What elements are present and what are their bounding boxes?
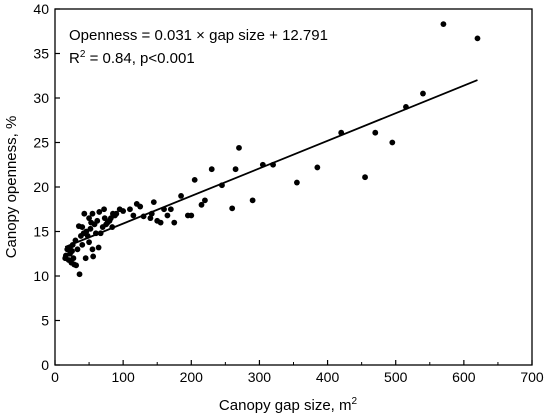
data-point: [79, 224, 86, 230]
data-point: [101, 215, 108, 222]
data-point: [87, 225, 94, 232]
x-tick-label: 500: [384, 369, 408, 385]
data-point: [95, 244, 102, 251]
data-point: [97, 230, 104, 237]
data-point: [147, 215, 154, 222]
x-tick-label: 100: [111, 369, 135, 385]
r-squared-value: = 0.84, p<0.001: [85, 50, 194, 67]
data-point: [178, 193, 184, 199]
y-axis-ticks: 0 5 10 15 20 25 30 35 40: [33, 1, 60, 373]
data-point: [82, 255, 89, 262]
data-point: [76, 271, 83, 278]
x-tick-label: 400: [316, 369, 340, 385]
data-point: [167, 206, 174, 213]
data-point: [372, 129, 379, 136]
data-point: [150, 199, 157, 206]
data-point: [389, 139, 396, 146]
data-point: [137, 203, 144, 210]
data-points: [62, 21, 481, 278]
data-point: [130, 212, 137, 219]
y-tick-label: 10: [33, 268, 49, 284]
data-point: [96, 209, 103, 215]
data-point: [107, 215, 114, 222]
data-point: [120, 208, 127, 214]
y-tick-label: 5: [41, 313, 49, 329]
x-tick-label: 700: [520, 369, 544, 385]
data-point: [161, 206, 167, 213]
data-point: [191, 176, 198, 183]
x-axis-title-superscript: 2: [352, 396, 358, 407]
data-point: [90, 253, 97, 260]
data-point: [440, 21, 447, 28]
r-squared-prefix: R: [69, 50, 80, 67]
data-point: [202, 197, 208, 204]
data-point: [79, 241, 86, 248]
data-point: [219, 182, 225, 189]
data-point: [84, 233, 91, 239]
data-point: [157, 219, 164, 226]
data-point: [314, 164, 321, 171]
data-point: [171, 219, 178, 226]
data-point: [140, 213, 147, 220]
data-point: [72, 237, 79, 244]
data-point: [83, 228, 90, 235]
x-tick-label: 600: [452, 369, 476, 385]
y-tick-label: 40: [33, 1, 49, 17]
regression-equation: Openness = 0.031 × gap size + 12.791: [69, 27, 328, 44]
data-point: [188, 212, 195, 219]
data-point: [249, 197, 256, 204]
data-point: [89, 246, 96, 253]
data-point: [101, 206, 107, 213]
x-axis-title-text: Canopy gap size, m: [219, 397, 352, 414]
r-squared-superscript: 2: [80, 49, 86, 60]
data-point: [69, 241, 76, 248]
data-point: [113, 210, 120, 217]
y-axis-title: Canopy openness, %: [3, 116, 20, 259]
data-point: [81, 210, 88, 217]
data-point: [362, 174, 368, 181]
y-tick-label: 35: [33, 46, 49, 62]
data-point: [208, 166, 215, 173]
y-tick-label: 15: [33, 224, 49, 240]
data-point: [109, 224, 116, 230]
y-tick-label: 25: [33, 135, 49, 151]
data-point: [74, 246, 81, 253]
x-tick-label: 300: [248, 369, 272, 385]
data-point: [86, 215, 92, 222]
data-point: [89, 210, 96, 217]
data-point: [338, 129, 345, 136]
y-tick-label: 0: [41, 357, 49, 373]
data-point: [94, 217, 101, 224]
data-point: [294, 179, 300, 186]
x-axis-ticks: 0 100 200 300 400 500 600 700: [51, 360, 544, 385]
data-point: [127, 206, 133, 213]
data-point: [474, 35, 481, 42]
data-point: [259, 161, 266, 168]
data-point: [236, 144, 242, 151]
x-tick-label: 200: [180, 369, 204, 385]
data-point: [92, 230, 99, 237]
data-point: [148, 210, 155, 217]
data-point: [73, 262, 80, 269]
x-axis-title: Canopy gap size, m2: [219, 396, 358, 414]
data-point: [198, 201, 205, 208]
data-point: [403, 104, 409, 110]
data-point: [86, 239, 92, 246]
data-point: [164, 212, 171, 219]
data-point: [229, 205, 236, 212]
data-point: [270, 161, 276, 168]
data-point: [69, 248, 75, 254]
data-point: [232, 166, 239, 173]
y-tick-label: 30: [33, 90, 49, 106]
data-point: [420, 90, 426, 97]
x-tick-label: 0: [51, 369, 59, 385]
y-tick-label: 20: [33, 179, 49, 195]
r-squared-annotation: R2 = 0.84, p<0.001: [69, 49, 195, 67]
data-point: [70, 255, 77, 262]
